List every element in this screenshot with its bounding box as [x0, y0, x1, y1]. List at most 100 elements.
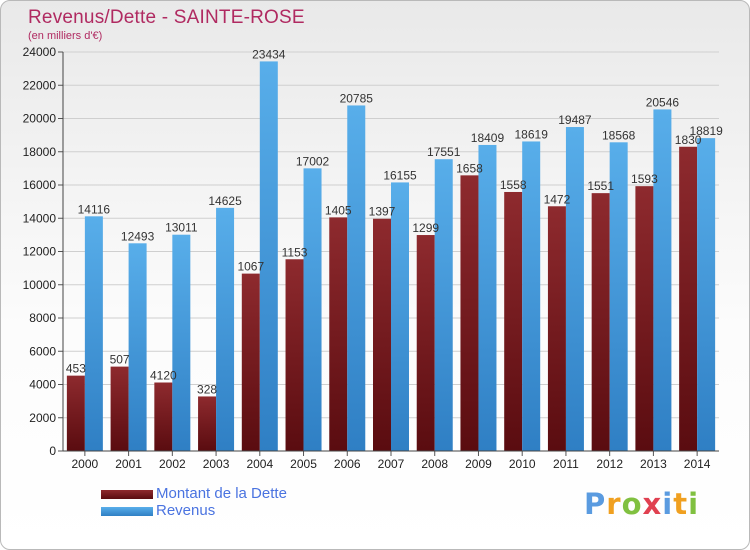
bar-debt-2012: [591, 193, 610, 452]
data-label-revenue-2014: 18819: [689, 124, 723, 138]
data-label-debt-2005: 1153: [282, 245, 308, 259]
bar-revenue-2014: [697, 138, 716, 451]
x-tick-label-2005: 2005: [290, 457, 317, 471]
data-label-revenue-2009: 18409: [471, 131, 505, 145]
bar-debt-2010: [504, 191, 523, 452]
x-tick-label-2009: 2009: [465, 457, 492, 471]
bars-group: [66, 61, 716, 452]
data-label-debt-2002: 4120: [150, 369, 177, 383]
bar-revenue-2003: [216, 207, 235, 451]
x-tick-label-2013: 2013: [640, 457, 667, 471]
data-label-revenue-2004: 23434: [252, 47, 286, 61]
logo-letter: P: [584, 487, 607, 521]
y-tick-label-6000: 6000: [29, 344, 56, 358]
y-tick-label-22000: 22000: [23, 78, 57, 92]
data-label-revenue-2002: 13011: [165, 221, 198, 235]
y-tick-label-12000: 12000: [23, 245, 57, 259]
data-label-debt-2003: 328: [197, 382, 217, 396]
x-tick-label-2002: 2002: [159, 457, 186, 471]
data-label-debt-2011: 1472: [544, 192, 571, 206]
legend-label-revenue: Revenus: [156, 502, 216, 519]
x-tick-label-2012: 2012: [596, 457, 623, 471]
bar-debt-2004: [241, 273, 260, 451]
x-tick-label-2011: 2011: [553, 457, 579, 471]
data-label-revenue-2005: 17002: [296, 154, 330, 168]
x-tick-label-2000: 2000: [72, 457, 99, 471]
data-label-revenue-2001: 12493: [121, 229, 155, 243]
data-labels-group: 453 14116 507 12493 4120 13011 328 14625 1067 234…: [66, 47, 723, 396]
legend-swatch-revenue: [101, 507, 153, 516]
bar-debt-2009: [460, 175, 479, 452]
data-label-debt-2013: 1593: [631, 172, 658, 186]
y-tick-label-16000: 16000: [23, 178, 57, 192]
bar-revenue-2002: [172, 234, 191, 451]
legend-swatch-debt: [101, 490, 153, 499]
data-label-revenue-2010: 18619: [515, 127, 549, 141]
bar-debt-2003: [198, 396, 217, 451]
y-tick-label-4000: 4000: [29, 378, 56, 392]
y-tick-label-14000: 14000: [23, 211, 57, 225]
proxiti-logo: Proxiti: [584, 487, 699, 521]
data-label-revenue-2007: 16155: [383, 168, 417, 182]
bar-debt-2011: [547, 206, 566, 451]
data-label-debt-2006: 1405: [325, 203, 352, 217]
data-label-debt-2004: 1067: [237, 260, 264, 274]
y-tick-label-2000: 2000: [29, 411, 56, 425]
x-tick-label-2007: 2007: [378, 457, 405, 471]
bar-revenue-2012: [609, 142, 628, 451]
logo-letter: t: [673, 487, 689, 521]
bar-revenue-2007: [391, 182, 409, 451]
x-tick-label-2008: 2008: [421, 457, 448, 471]
bar-debt-2005: [285, 259, 304, 451]
y-tick-label-24000: 24000: [23, 45, 57, 59]
bar-revenue-2011: [565, 127, 584, 451]
bar-debt-2006: [329, 217, 348, 451]
y-tick-label-10000: 10000: [23, 278, 57, 292]
y-tick-label-20000: 20000: [23, 112, 57, 126]
bar-revenue-2009: [478, 144, 497, 451]
y-tick-label-0: 0: [49, 444, 56, 458]
bar-revenue-2006: [347, 105, 366, 451]
data-label-revenue-2006: 20785: [340, 91, 374, 105]
data-label-debt-2010: 1558: [500, 178, 527, 192]
bar-revenue-2004: [259, 61, 278, 451]
data-label-revenue-2013: 20546: [646, 95, 680, 109]
x-tick-label-2006: 2006: [334, 457, 361, 471]
bar-revenue-2008: [434, 159, 453, 451]
logo-letter: o: [621, 487, 643, 521]
bar-revenue-2010: [522, 141, 541, 452]
axes-group: 0 2000 4000 6000 8000 10000 12000 14000 16000 180…: [23, 45, 719, 471]
legend-label-debt: Montant de la Dette: [156, 485, 287, 502]
bar-debt-2013: [635, 186, 654, 451]
logo-letter: i: [688, 487, 700, 521]
logo-letter: r: [606, 487, 622, 521]
data-label-revenue-2008: 17551: [427, 145, 461, 159]
bar-debt-2002: [154, 382, 173, 451]
y-tick-label-18000: 18000: [23, 145, 57, 159]
bar-revenue-2005: [303, 168, 322, 452]
bar-debt-2008: [416, 235, 435, 451]
data-label-debt-2001: 507: [110, 353, 130, 367]
data-label-debt-2012: 1551: [587, 179, 614, 193]
bar-revenue-2000: [84, 216, 103, 451]
logo-letter: i: [662, 487, 674, 521]
data-label-debt-2008: 1299: [412, 221, 439, 235]
data-label-debt-2014: 1830: [675, 133, 702, 147]
data-label-revenue-2000: 14116: [78, 202, 111, 216]
x-tick-label-2014: 2014: [684, 457, 711, 471]
data-label-debt-2000: 453: [66, 362, 86, 376]
chart-title: Revenus/Dette - SAINTE-ROSE: [28, 7, 305, 28]
data-label-revenue-2011: 19487: [558, 113, 592, 127]
bar-debt-2014: [679, 146, 698, 451]
bar-revenue-2013: [653, 109, 672, 451]
bar-debt-2001: [110, 366, 129, 451]
bar-debt-2000: [66, 375, 85, 451]
data-label-debt-2007: 1397: [369, 205, 396, 219]
data-label-revenue-2003: 14625: [208, 194, 242, 208]
x-tick-label-2003: 2003: [203, 457, 230, 471]
bar-debt-2007: [373, 218, 391, 451]
logo-letter: x: [642, 487, 663, 521]
data-label-debt-2009: 1658: [456, 161, 483, 175]
